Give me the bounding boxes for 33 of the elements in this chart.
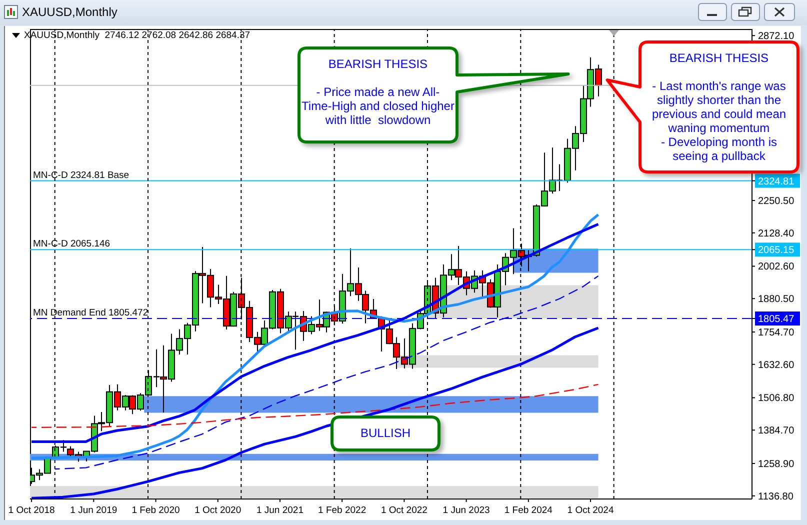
x-tick-label: 1 Oct 2024	[567, 505, 614, 516]
x-tick-label: 1 Feb 2024	[504, 505, 552, 516]
y-tick-label: 1258.90	[758, 458, 795, 470]
y-tick-label: 1632.60	[758, 360, 795, 371]
y-tick-label: 2128.40	[758, 228, 795, 240]
x-tick-label: 1 Oct 2018	[8, 505, 55, 516]
y-tick-label: 2250.50	[758, 196, 795, 207]
y-tick-label: 1754.70	[758, 327, 795, 338]
y-tick-label: 1880.50	[758, 294, 795, 306]
y-tick-label: 1506.80	[758, 393, 795, 404]
x-tick-label: 1 Feb 2020	[132, 505, 180, 516]
line-series	[30, 384, 599, 428]
ref-line-label: MN Demand End 1805.472	[33, 308, 148, 319]
y-tick-label: 1805.47	[758, 314, 795, 326]
y-tick-label: 1384.70	[758, 426, 795, 437]
x-tick-label: 1 Jun 2023	[442, 505, 490, 516]
x-tick-label: 1 Oct 2020	[194, 505, 242, 516]
y-tick-label: 2872.10	[758, 31, 795, 42]
line-series	[30, 326, 600, 499]
x-tick-label: 1 Oct 2022	[380, 505, 428, 516]
annotation: BEARISH THESIS - Price made a new All- Time-High and closed higher with little slowdown	[302, 57, 454, 127]
ref-line-label: MN-C-D 2065.146	[33, 238, 110, 250]
annotation: BEARISH THESIS - Last month's range was slightly shorter than the previous and could mean waning momentum - Developing month is seeing a pullback	[652, 51, 786, 163]
y-tick-label: 1136.80	[758, 491, 794, 502]
y-tick-label: 2324.81	[758, 176, 795, 188]
annotation: BULLISH	[360, 426, 411, 440]
x-tick-label: 1 Feb 2022	[318, 505, 366, 516]
chart-title: XAUUSD,Monthly	[22, 5, 118, 19]
y-tick-label: 2002.60	[758, 262, 795, 273]
ref-line-label: MN-C-D 2324.81 Base	[33, 170, 130, 181]
x-tick-label: 1 Jun 2019	[70, 505, 118, 516]
y-tick-label: 2065.15	[758, 245, 795, 256]
x-tick-label: 1 Jun 2021	[256, 505, 304, 516]
